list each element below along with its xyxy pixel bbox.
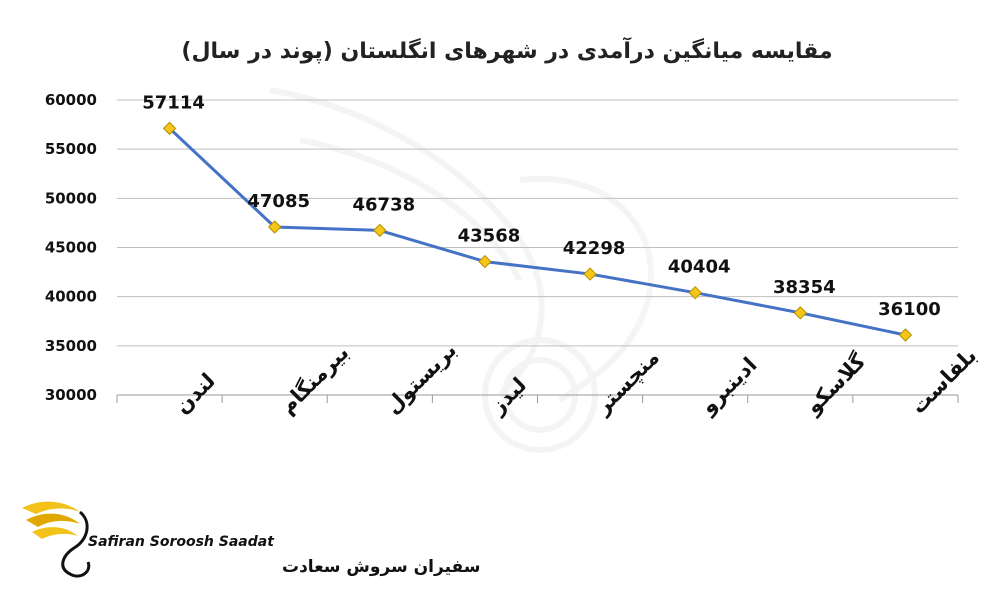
x-tick-label: گلاسکو <box>799 348 870 419</box>
x-tick-label: لیدز <box>485 373 531 419</box>
y-tick-label: 50000 <box>45 189 97 207</box>
logo-name-fa: سفیران سروش سعادت <box>282 557 480 577</box>
series <box>162 121 913 342</box>
data-label: 36100 <box>878 299 941 320</box>
axes <box>116 394 959 403</box>
data-point-marker <box>162 121 177 136</box>
data-label: 42298 <box>563 238 626 259</box>
logo-name-en: Safiran Soroosh Saadat <box>88 534 275 550</box>
x-tick-label: بیرمنگام <box>275 340 354 419</box>
data-point-marker <box>898 328 913 342</box>
x-tick-label: بلفاست <box>906 343 981 418</box>
data-point-marker <box>688 285 702 300</box>
data-point-marker <box>478 254 492 269</box>
data-label: 57114 <box>142 92 205 113</box>
x-tick-label: بریستول <box>380 338 461 419</box>
y-tick-label: 40000 <box>45 288 97 306</box>
gridlines <box>117 99 958 347</box>
data-label: 43568 <box>458 226 521 247</box>
x-tick-label: لندن <box>170 369 220 419</box>
data-point-marker <box>373 223 387 238</box>
data-point-marker <box>793 306 808 320</box>
chart-title: مقایسه میانگین درآمدی در شهرهای انگلستان… <box>181 36 832 64</box>
y-axis-ticks: 30000 35000 40000 45000 50000 55000 60000 <box>45 91 97 404</box>
data-labels: 57114 47085 46738 43568 42298 40404 38354 36100 <box>142 92 941 320</box>
data-label: 47085 <box>247 191 310 212</box>
wing-icon <box>22 501 91 578</box>
series-line <box>168 127 906 337</box>
data-label: 46738 <box>353 194 416 215</box>
y-tick-label: 30000 <box>45 386 97 404</box>
data-point-marker <box>267 220 282 234</box>
y-tick-label: 45000 <box>45 239 97 257</box>
company-logo: Safiran Soroosh Saadat سفیران سروش سعادت <box>22 501 480 578</box>
data-label: 40404 <box>668 257 731 278</box>
data-point-marker <box>583 267 597 281</box>
y-tick-label: 60000 <box>45 91 97 109</box>
data-label: 38354 <box>773 277 836 298</box>
x-tick-label: منچستر <box>590 345 664 419</box>
y-tick-label: 35000 <box>45 337 97 355</box>
y-tick-label: 55000 <box>45 140 97 158</box>
x-tick-label: ادینبرو <box>695 353 762 420</box>
